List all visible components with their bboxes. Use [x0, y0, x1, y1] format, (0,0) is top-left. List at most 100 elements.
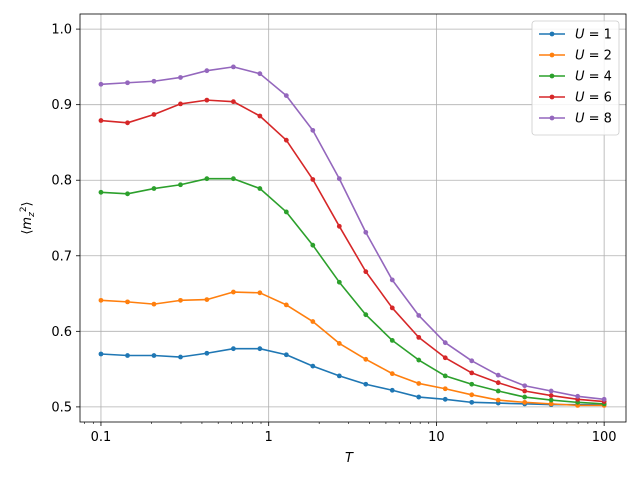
- data-point: [442, 386, 448, 392]
- data-point: [204, 97, 210, 103]
- data-point: [230, 64, 236, 70]
- x-tick-label: 100: [592, 430, 617, 445]
- data-point: [522, 388, 528, 394]
- data-point: [363, 312, 369, 318]
- series-line: [100, 291, 605, 407]
- data-point: [283, 352, 289, 358]
- data-point: [442, 355, 448, 361]
- series-5: [98, 64, 607, 402]
- data-point: [336, 176, 342, 182]
- data-point: [416, 334, 422, 340]
- legend-marker: [549, 115, 555, 121]
- legend-item: U = 8: [539, 112, 612, 127]
- data-point: [495, 372, 501, 378]
- data-point: [336, 373, 342, 379]
- data-point: [257, 186, 263, 191]
- data-point: [416, 313, 422, 318]
- data-point: [310, 177, 316, 182]
- data-point: [98, 189, 104, 195]
- y-tick-label: 0.5: [51, 400, 72, 415]
- data-point: [469, 370, 475, 376]
- data-point: [495, 380, 501, 386]
- legend: U = 1 U = 2 U = 4 U = 6 U = 8: [531, 20, 620, 136]
- data-point: [230, 346, 236, 352]
- data-point: [310, 319, 316, 324]
- data-point: [204, 68, 210, 74]
- data-point: [416, 394, 422, 400]
- data-point: [310, 363, 316, 369]
- data-point: [310, 127, 316, 133]
- legend-item: U = 6: [539, 91, 612, 106]
- data-point: [125, 191, 130, 197]
- data-point: [98, 297, 104, 303]
- data-point: [204, 176, 210, 182]
- legend-marker: [549, 52, 555, 58]
- data-point: [283, 137, 289, 143]
- data-point: [204, 350, 210, 356]
- data-point: [416, 357, 422, 363]
- y-axis-label: ⟨mz2⟩: [19, 201, 37, 234]
- data-point: [522, 383, 528, 389]
- x-tick-label: 10: [428, 430, 445, 445]
- y-tick-label: 0.7: [51, 249, 72, 264]
- data-point: [389, 277, 395, 283]
- data-point: [178, 297, 183, 303]
- data-point: [442, 340, 448, 346]
- data-point: [125, 353, 130, 358]
- data-point: [257, 290, 263, 296]
- data-point: [363, 269, 369, 275]
- data-point: [548, 401, 554, 407]
- data-point: [310, 242, 316, 248]
- legend-marker: [549, 94, 555, 100]
- data-point: [178, 354, 183, 360]
- data-point: [416, 381, 422, 386]
- y-tick-label: 0.8: [51, 174, 72, 189]
- axes-frame: [79, 13, 627, 423]
- data-point: [495, 397, 501, 403]
- data-point: [575, 393, 581, 399]
- data-point: [98, 81, 104, 87]
- data-point: [151, 353, 157, 358]
- legend-item: U = 1: [539, 28, 612, 43]
- data-point: [257, 346, 263, 352]
- y-axis: 0.5 0.6 0.7 0.8 0.9 1.0: [51, 23, 80, 415]
- legend-item: U = 4: [539, 70, 612, 85]
- legend-marker: [549, 31, 555, 37]
- data-point: [178, 75, 183, 80]
- data-point: [389, 387, 395, 393]
- legend-box: [531, 20, 620, 136]
- data-point: [151, 301, 157, 307]
- series-4: [98, 97, 607, 404]
- data-point: [363, 381, 369, 387]
- data-point: [178, 101, 183, 107]
- data-point: [125, 120, 130, 126]
- data-point: [548, 397, 554, 403]
- series-layer: [98, 64, 607, 408]
- series-line: [100, 66, 605, 401]
- data-point: [283, 302, 289, 308]
- series-3: [98, 176, 607, 407]
- data-point: [601, 396, 607, 402]
- y-tick-label: 0.6: [51, 325, 72, 340]
- data-point: [522, 399, 528, 405]
- data-point: [98, 118, 104, 123]
- data-point: [389, 305, 395, 311]
- data-point: [389, 338, 395, 343]
- series-2: [98, 289, 607, 408]
- data-point: [230, 99, 236, 105]
- data-point: [151, 78, 157, 84]
- data-point: [125, 299, 130, 305]
- data-point: [522, 394, 528, 400]
- series-line: [100, 177, 605, 405]
- data-point: [125, 80, 130, 86]
- data-point: [336, 279, 342, 285]
- y-tick-label: 0.9: [51, 98, 72, 113]
- data-point: [257, 113, 263, 119]
- data-point: [495, 388, 501, 394]
- data-point: [178, 182, 183, 188]
- legend-label: U = 8: [575, 112, 612, 127]
- data-point: [98, 351, 104, 357]
- data-point: [151, 186, 157, 191]
- data-point: [230, 289, 236, 295]
